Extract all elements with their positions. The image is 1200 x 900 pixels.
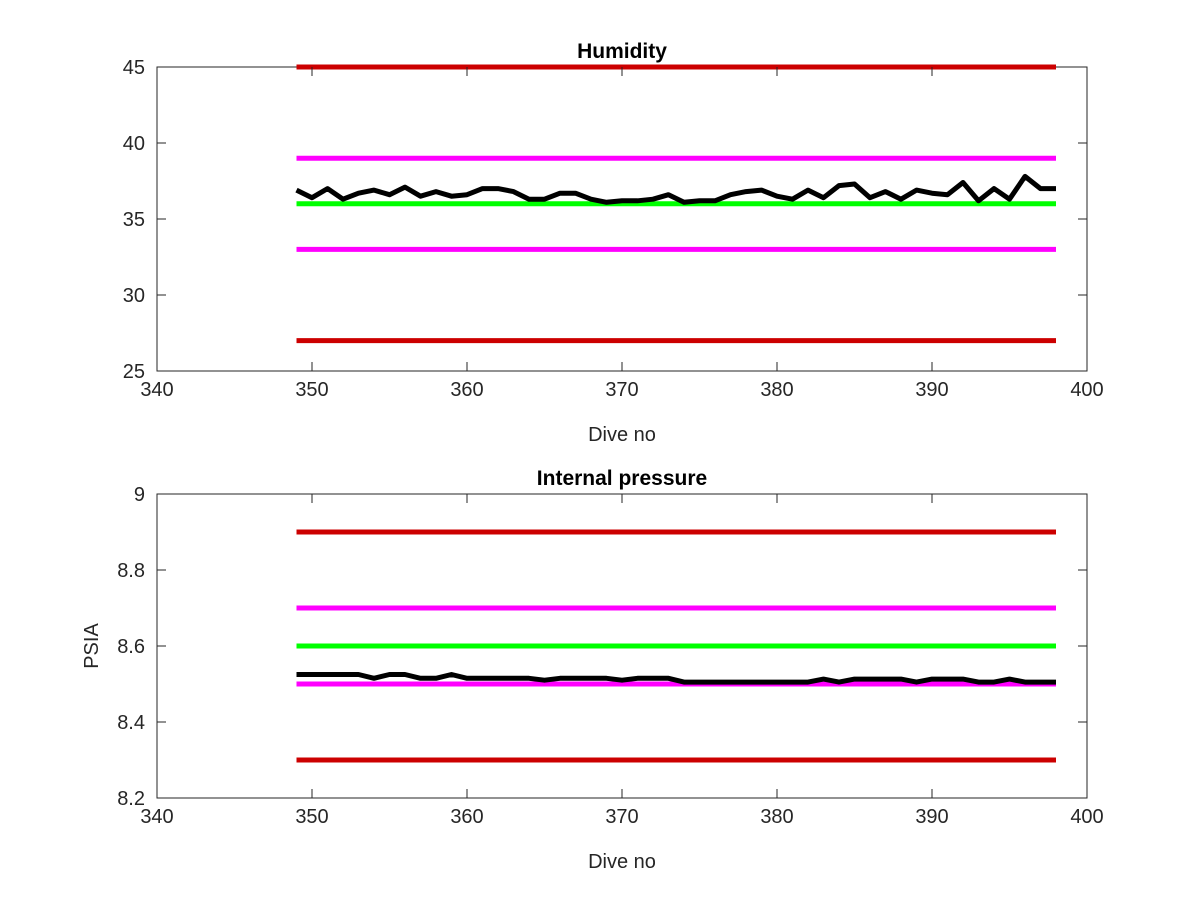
- x-axis-label: Dive no: [588, 424, 656, 446]
- y-tick-label: 9: [134, 484, 145, 506]
- series-layer: [296, 529, 1056, 763]
- chart-title: Internal pressure: [537, 467, 707, 490]
- y-axis-label: PSIA: [81, 623, 103, 669]
- x-tick-label: 400: [1070, 806, 1103, 828]
- x-tick-label: 360: [450, 379, 483, 401]
- y-tick-label: 8.6: [117, 636, 145, 658]
- x-tick-label: 350: [295, 806, 328, 828]
- x-tick-label: 370: [605, 806, 638, 828]
- y-tick-label: 8.4: [117, 712, 145, 734]
- tick-layer: 340 350 360 370 380 390 400 8.2 8.4 8.6 8.8 9: [117, 484, 1104, 828]
- x-axis-label: Dive no: [588, 851, 656, 873]
- y-tick-label: 45: [123, 57, 145, 79]
- y-tick-label: 40: [123, 133, 145, 155]
- tick-layer: 340 350 360 370 380 390 400 25 30 35 40 45: [123, 57, 1104, 401]
- x-tick-label: 400: [1070, 379, 1103, 401]
- x-tick-label: 380: [760, 379, 793, 401]
- y-tick-label: 8.8: [117, 560, 145, 582]
- x-tick-label: 360: [450, 806, 483, 828]
- x-tick-label: 370: [605, 379, 638, 401]
- y-tick-label: 8.2: [117, 788, 145, 810]
- humidity-chart: 340 350 360 370 380 390 400 25 30 35 40 45 Humidity…: [123, 40, 1104, 446]
- y-tick-label: 35: [123, 209, 145, 231]
- x-tick-label: 380: [760, 806, 793, 828]
- measured-line: [296, 672, 1056, 685]
- x-tick-label: 390: [915, 806, 948, 828]
- x-tick-label: 340: [140, 379, 173, 401]
- x-tick-label: 350: [295, 379, 328, 401]
- chart-title: Humidity: [577, 40, 667, 63]
- y-tick-label: 30: [123, 285, 145, 307]
- x-tick-label: 340: [140, 806, 173, 828]
- y-tick-label: 25: [123, 361, 145, 383]
- measured-line: [295, 173, 1056, 205]
- x-tick-label: 390: [915, 379, 948, 401]
- series-layer: [295, 64, 1056, 344]
- internal-pressure-chart: 340 350 360 370 380 390 400 8.2 8.4 8.6 8.8 9 Inter…: [81, 467, 1104, 873]
